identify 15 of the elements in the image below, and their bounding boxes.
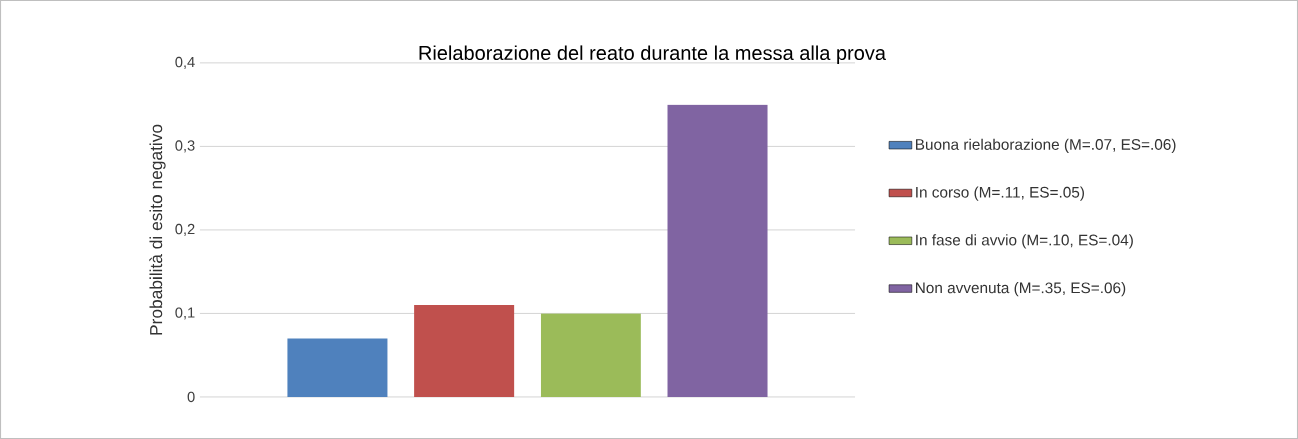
legend-label: In corso (M=.11, ES=.05) — [916, 186, 1084, 201]
chart-title: Rielaborazione del reato durante la messa alla prova — [419, 45, 886, 64]
y-tick-label: 0 — [187, 391, 195, 403]
legend-label: Buona rielaborazione (M=.07, ES=.06) — [916, 138, 1176, 153]
legend-label: Non avvenuta (M=.35, ES=.06) — [916, 281, 1126, 297]
legend-label: In fase di avvio (M=.10, ES=.04) — [916, 234, 1133, 249]
y-tick-label: 0,2 — [175, 223, 195, 236]
bar — [540, 313, 641, 397]
bar — [414, 305, 515, 397]
bar — [287, 338, 388, 397]
bar — [667, 104, 768, 397]
y-tick-label: 0,1 — [175, 307, 195, 320]
y-tick-label: 0,4 — [175, 56, 195, 69]
y-axis-title: Probabilità di esito negativo — [149, 124, 166, 335]
y-tick-label: 0,3 — [175, 140, 195, 153]
